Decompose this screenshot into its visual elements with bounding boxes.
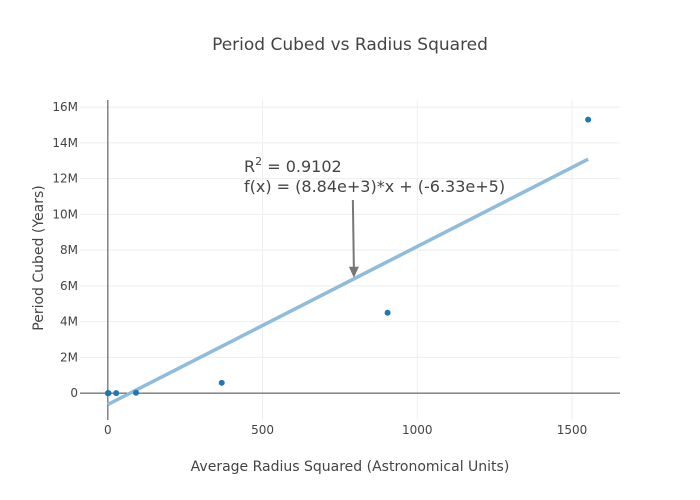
data-point (133, 389, 140, 396)
data-point (585, 116, 592, 123)
x-tick-label: 1500 (557, 423, 588, 437)
y-tick-label: 12M (52, 172, 78, 186)
annotation-arrow-shaft (351, 199, 355, 269)
y-tick-label: 8M (60, 243, 78, 257)
x-tick-label: 0 (104, 423, 112, 437)
y-tick-label: 16M (52, 100, 78, 114)
fit-equation-label: f(x) = (8.84e+3)*x + (-6.33e+5) (244, 177, 505, 196)
y-tick-label: 4M (60, 315, 78, 329)
fit-line-group (107, 157, 589, 407)
y-tick-label: 10M (52, 207, 78, 221)
r-squared-label: R2 = 0.9102 (244, 155, 342, 176)
x-tick-label: 1000 (402, 423, 433, 437)
data-point (105, 390, 112, 397)
grid (80, 100, 620, 420)
y-tick-label: 6M (60, 279, 78, 293)
chart-title: Period Cubed vs Radius Squared (212, 35, 488, 55)
data-point (384, 309, 391, 316)
r-squared-superscript: 2 (255, 155, 262, 168)
annotation-group: R2 = 0.9102 f(x) = (8.84e+3)*x + (-6.33e… (244, 155, 505, 278)
y-tick-label: 14M (52, 136, 78, 150)
x-tick-labels: 0 500 1000 1500 (104, 423, 587, 437)
annotation-arrow-head (348, 266, 359, 278)
axes (80, 100, 620, 420)
y-tick-labels: 0 2M 4M 6M 8M 10M 12M 14M 16M (52, 100, 78, 400)
data-point (218, 379, 225, 386)
x-axis-title: Average Radius Squared (Astronomical Uni… (191, 459, 510, 475)
y-tick-label: 2M (60, 350, 78, 364)
fit-line (107, 157, 589, 407)
x-tick-label: 500 (251, 423, 274, 437)
r-squared-value: = 0.9102 (262, 157, 342, 176)
r-squared-prefix: R (244, 157, 255, 176)
y-axis-title: Period Cubed (Years) (31, 185, 47, 330)
data-point (113, 390, 120, 397)
data-points (104, 116, 592, 397)
y-tick-label: 0 (70, 386, 78, 400)
